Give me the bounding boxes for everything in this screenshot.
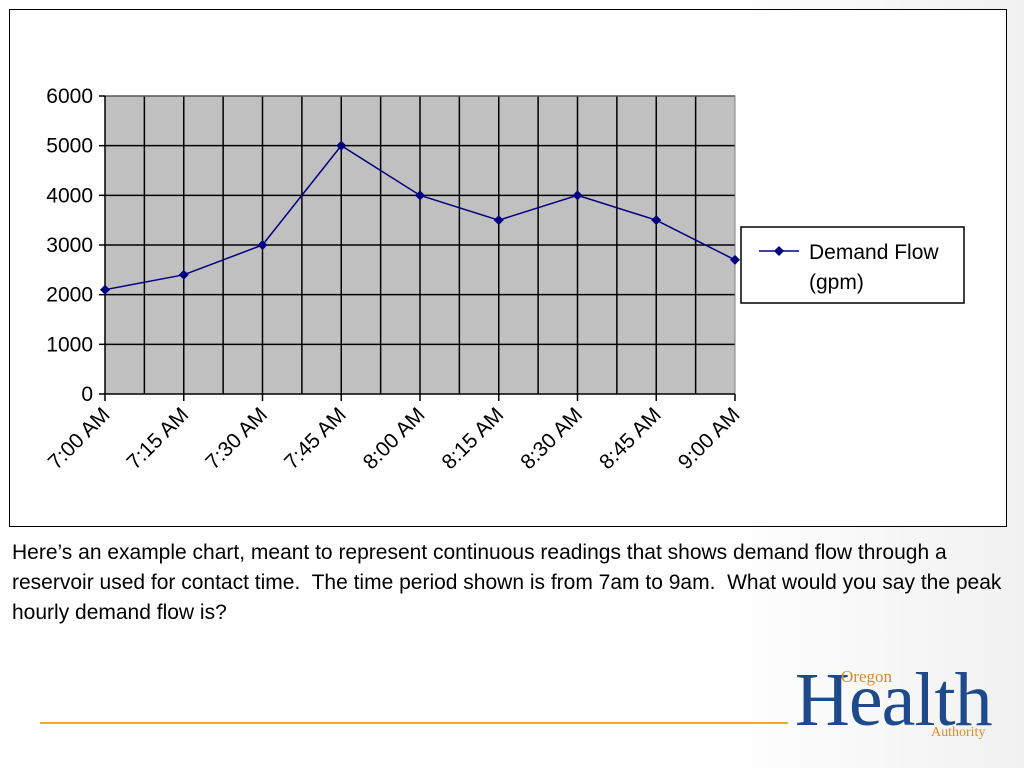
y-tick-label: 5000: [46, 135, 93, 158]
legend-box: [740, 226, 965, 304]
x-tick-label: 7:30 AM: [201, 403, 272, 474]
data-point-marker: [493, 215, 504, 226]
y-tick-label: 0: [81, 383, 93, 406]
x-tick-label: 7:15 AM: [123, 403, 194, 474]
data-point-marker: [178, 269, 189, 280]
logo-authority-text: Authority: [931, 725, 986, 740]
x-tick-label: 8:15 AM: [438, 403, 509, 474]
data-point-marker: [100, 284, 110, 295]
y-tick-label: 4000: [46, 184, 93, 207]
oregon-health-authority-logo: Health Oregon Authority: [795, 658, 1005, 744]
logo-health-text: Health: [795, 658, 993, 742]
x-tick-label: 7:00 AM: [44, 403, 115, 474]
data-point-marker: [257, 240, 268, 250]
chart-frame: 0 1000 2000 3000 4000 5000 6000 7:00 AM 7:15 AM 7…: [9, 9, 1007, 527]
y-tick-label: 1000: [46, 333, 93, 356]
x-tick-label: 9:00 AM: [674, 403, 745, 474]
legend-label: Demand Flow: [809, 241, 939, 264]
data-point-marker: [651, 215, 662, 226]
y-tick-label: 3000: [46, 234, 93, 257]
data-point-marker: [415, 190, 425, 201]
data-point-marker: [572, 190, 583, 201]
x-tick-label: 8:45 AM: [595, 403, 666, 474]
logo-oregon-text: Oregon: [841, 667, 892, 686]
data-point-marker: [730, 254, 740, 265]
x-tick-label: 8:00 AM: [359, 403, 430, 474]
y-tick-label: 6000: [46, 85, 93, 108]
legend-marker: [774, 246, 784, 256]
data-point-marker: [336, 140, 347, 151]
footer-divider: [40, 722, 788, 724]
x-tick-label: 7:45 AM: [280, 403, 351, 474]
legend-label: (gpm): [809, 271, 864, 294]
y-tick-label: 2000: [46, 284, 93, 307]
x-tick-label: 8:30 AM: [516, 403, 587, 474]
caption-text: Here’s an example chart, meant to repres…: [12, 541, 1008, 624]
